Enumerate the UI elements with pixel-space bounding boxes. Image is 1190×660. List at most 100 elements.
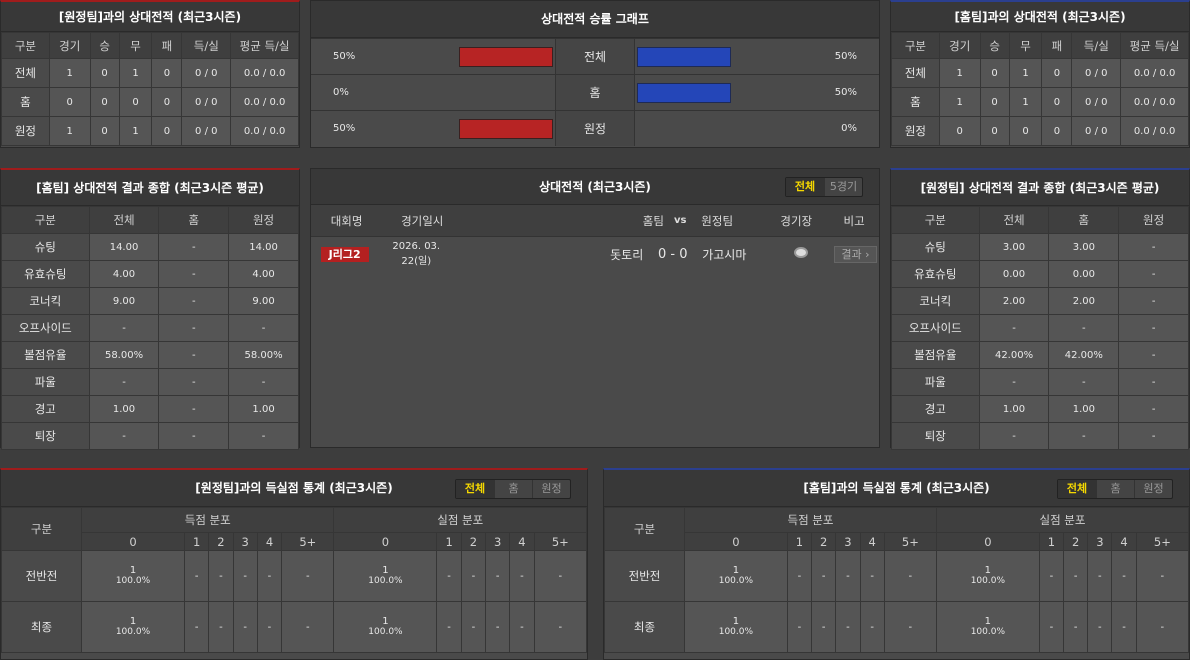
table-cell: 58.00% (88, 341, 160, 369)
table-cell: 0.00 (978, 260, 1050, 288)
percent: 100.0% (368, 576, 403, 586)
league-badge: J리그2 (320, 247, 369, 262)
percent: 100.0% (115, 576, 151, 586)
table-row: 파울 - - - (1, 368, 299, 396)
result-button[interactable]: 결과 › (834, 246, 877, 263)
toggle-away[interactable]: 원정 (532, 480, 570, 498)
home-goals-panel: [홈팀]과의 득실점 통계 (최근3시즌) 전체 홈 원정 구분 득점 분포 실점 … (603, 468, 1190, 660)
left-bar (459, 119, 553, 139)
table-cell: 0 (1041, 87, 1073, 117)
table-cell: - (228, 314, 299, 342)
table-cell: 1 100.0% (81, 550, 185, 602)
bucket-header: 3 (1087, 532, 1113, 551)
away-record-panel: [원정팀]과의 상대전적 (최근3시즌) 구분 경기 승 무 패 득/실 평균 득/실 전체 1… (0, 0, 300, 148)
table-cell: - (835, 550, 861, 602)
table-cell: 0.0 / 0.0 (230, 58, 299, 88)
table-cell: - (88, 314, 160, 342)
away-goals-table: 구분 득점 분포 실점 분포 0 1 2 3 4 5+ 0 1 2 3 4 5+ 전반전 1 100.0% - - - -… (1, 507, 588, 653)
home-goals-title: [홈팀]과의 득실점 통계 (최근3시즌) (803, 481, 990, 495)
table-row: 전체 1 0 1 0 0 / 0 0.0 / 0.0 (1, 58, 299, 88)
panel-title: [원정팀] 상대전적 결과 종합 (최근3시즌 평균) (891, 170, 1189, 206)
table-cell: - (835, 601, 861, 653)
count: - (219, 621, 223, 633)
table-cell: - (1118, 233, 1189, 261)
away-summary-table: 구분 전체 홈 원정 슈팅 3.00 3.00- 유효슈팅 0.00 0.00- 코너킥 2.00 2.… (891, 206, 1189, 450)
count: - (194, 621, 199, 633)
table-cell: 0.0 / 0.0 (230, 116, 299, 146)
toggle-all[interactable]: 전체 (786, 178, 824, 196)
table-cell: - (1048, 422, 1120, 450)
column-header: 득/실 (181, 32, 232, 59)
home-record-panel: [홈팀]과의 상대전적 (최근3시즌) 구분 경기 승 무 패 득/실 평균 득/실 전체 1 0… (890, 0, 1190, 148)
table-cell: - (1038, 601, 1065, 653)
table-row: 볼점유율 58.00% -58.00% (1, 341, 299, 369)
count: - (1160, 570, 1165, 582)
graph-row-label: 전체 (555, 39, 635, 74)
table-cell: - (228, 422, 299, 450)
column-header: 구분 (1, 32, 50, 59)
table-cell: - (436, 601, 462, 653)
row-label: 최종 (604, 601, 685, 653)
table-cell: - (1118, 341, 1189, 369)
column-header: 홈 (1048, 206, 1120, 234)
toggle-last-5[interactable]: 5경기 (824, 178, 862, 196)
table-row: 슈팅 3.00 3.00- (891, 233, 1189, 261)
count: - (305, 570, 310, 582)
table-cell: 1 (48, 58, 91, 88)
toggle-all[interactable]: 전체 (456, 480, 494, 498)
table-cell: 2.00 (1048, 287, 1120, 315)
panel-title: [홈팀]과의 상대전적 (최근3시즌) (891, 2, 1189, 32)
percent: 100.0% (368, 627, 403, 637)
table-cell: - (158, 422, 230, 450)
count: - (558, 621, 563, 633)
table-cell: - (1062, 601, 1089, 653)
table-row: 최종 1 100.0% - - - - -1 100.0% - - - - - (604, 601, 1190, 653)
bucket-header: 2 (208, 532, 234, 551)
count: - (1160, 621, 1165, 633)
stadium-icon[interactable] (770, 247, 832, 261)
table-cell: 3.00 (1048, 233, 1120, 261)
right-bar (637, 83, 731, 103)
table-cell: 0.00 (1048, 260, 1120, 288)
table-row: 경고 1.00-1.00 (1, 395, 299, 423)
toggle-home[interactable]: 홈 (1096, 480, 1134, 498)
table-row: 슈팅 14.00-14.00 (1, 233, 299, 261)
table-cell: 0 (151, 87, 183, 117)
table-cell: - (232, 550, 258, 602)
home-team[interactable]: 돗토리 (610, 247, 644, 262)
count: - (846, 570, 850, 582)
table-cell: - (158, 368, 230, 396)
table-cell: 1.00 (88, 395, 160, 423)
table-cell: 0 (151, 58, 183, 88)
table-cell: 0 (118, 87, 153, 117)
col-home: 홈팀 (642, 213, 664, 228)
away-team[interactable]: 가고시마 (702, 247, 747, 262)
table-cell: 0 (938, 116, 981, 146)
left-win-rate: 50% (333, 123, 356, 134)
table-row: 전체 1 0 1 0 0 / 0 0.0 / 0.0 (891, 58, 1189, 88)
count: 1 (984, 565, 992, 576)
bucket-header: 5+ (281, 532, 335, 551)
bucket-header: 1 (436, 532, 462, 551)
toggle-away[interactable]: 원정 (1134, 480, 1172, 498)
table-row: 원정 1 0 1 0 0 / 0 0.0 / 0.0 (1, 116, 299, 146)
toggle-home[interactable]: 홈 (494, 480, 532, 498)
column-header: 구분 (1, 507, 82, 551)
toggle-all[interactable]: 전체 (1058, 480, 1096, 498)
home-summary-panel: [홈팀] 상대전적 결과 종합 (최근3시즌 평균) 구분 전체 홈 원정 슈팅 14.0… (0, 168, 300, 450)
table-row: 전반전 1 100.0% - - - - -1 100.0% - - - - - (1, 550, 588, 602)
row-label: 오프사이드 (1, 314, 90, 342)
table-cell: - (978, 422, 1050, 450)
table-cell: 58.00% (228, 341, 299, 369)
matches-title: 상대전적 (최근3시즌) (539, 180, 651, 194)
bucket-header: 4 (859, 532, 885, 551)
count: - (267, 570, 272, 582)
column-header: 구분 (604, 507, 685, 551)
table-row: 볼점유율 42.00% 42.00% - (891, 341, 1189, 369)
table-cell: 1 100.0% (333, 601, 438, 653)
row-label: 코너킥 (1, 287, 90, 315)
count: - (821, 621, 826, 633)
column-header: 패 (151, 32, 183, 59)
